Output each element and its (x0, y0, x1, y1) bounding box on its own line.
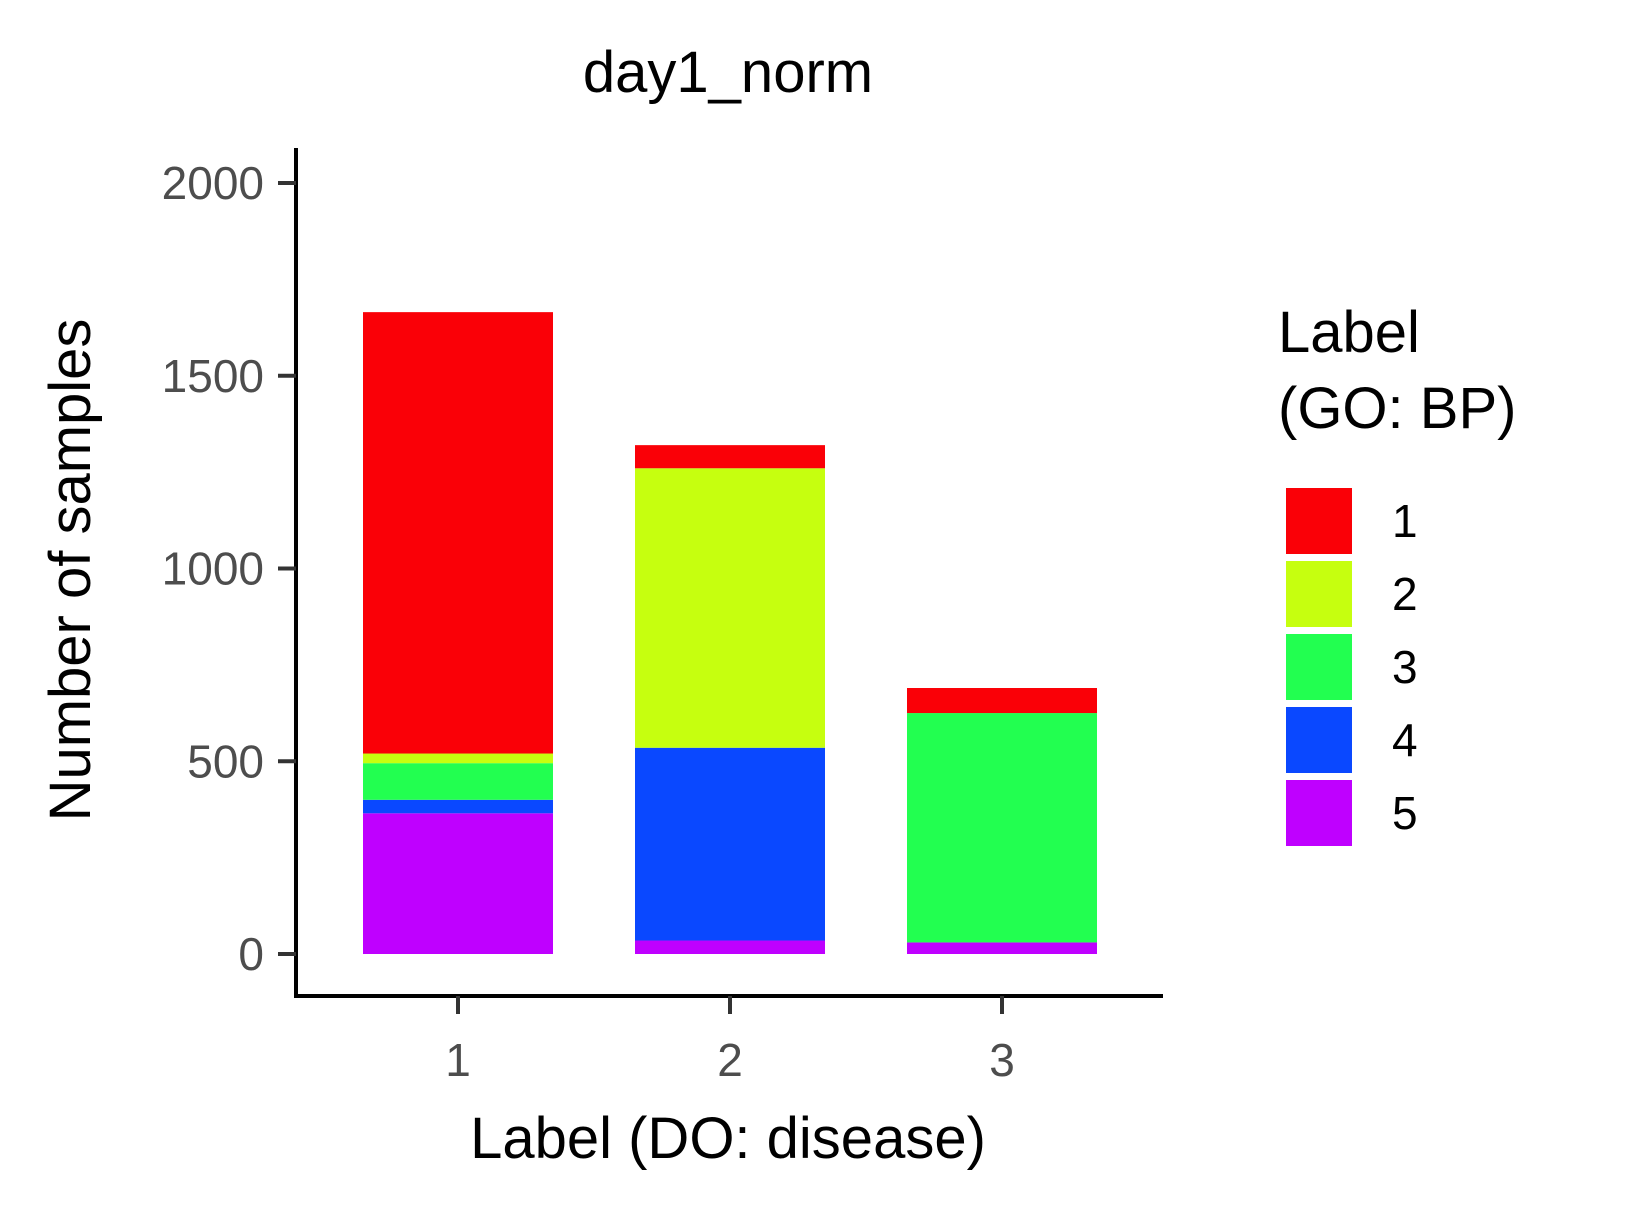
bar-segment-cat3-series5 (907, 942, 1097, 954)
x-axis-title: Label (DO: disease) (470, 1106, 986, 1171)
legend-key-5 (1286, 780, 1352, 846)
bars-layer (363, 312, 1097, 954)
legend-key-4 (1286, 707, 1352, 773)
x-tick-label: 1 (445, 1034, 471, 1086)
bar-segment-cat1-series5 (363, 813, 553, 954)
legend: Label (GO: BP) 1 2 3 4 5 (1278, 300, 1516, 846)
legend-key-3 (1286, 634, 1352, 700)
legend-label-1: 1 (1392, 495, 1418, 547)
bar-segment-cat2-series1 (635, 445, 825, 469)
y-tick-label: 1500 (162, 350, 264, 402)
bar-segment-cat1-series2 (363, 753, 553, 764)
legend-title-line-1: Label (1278, 300, 1420, 365)
bar-segment-cat3-series3 (907, 713, 1097, 943)
bar-segment-cat1-series3 (363, 763, 553, 800)
legend-key-1 (1286, 488, 1352, 554)
bar-segment-cat2-series4 (635, 747, 825, 941)
x-tick-label: 2 (717, 1034, 743, 1086)
chart-title: day1_norm (583, 40, 873, 105)
bar-segment-cat2-series5 (635, 940, 825, 954)
bar-segment-cat1-series4 (363, 799, 553, 814)
legend-label-5: 5 (1392, 787, 1418, 839)
bar-segment-cat1-series1 (363, 312, 553, 754)
y-tick-label: 1000 (162, 543, 264, 595)
legend-label-3: 3 (1392, 641, 1418, 693)
bar-segment-cat3-series1 (907, 688, 1097, 714)
y-tick-label: 0 (238, 928, 264, 980)
bar-segment-cat2-series2 (635, 468, 825, 748)
legend-title-line-2: (GO: BP) (1278, 376, 1516, 441)
y-tick-label: 500 (187, 735, 264, 787)
axes-layer: 0 500 1000 1500 2000 1 2 3 (162, 148, 1163, 1086)
legend-items: 1 2 3 4 5 (1286, 488, 1418, 846)
y-tick-label: 2000 (162, 157, 264, 209)
legend-label-4: 4 (1392, 714, 1418, 766)
y-axis-title: Number of samples (38, 319, 103, 822)
legend-label-2: 2 (1392, 568, 1418, 620)
x-tick-label: 3 (989, 1034, 1015, 1086)
legend-key-2 (1286, 561, 1352, 627)
